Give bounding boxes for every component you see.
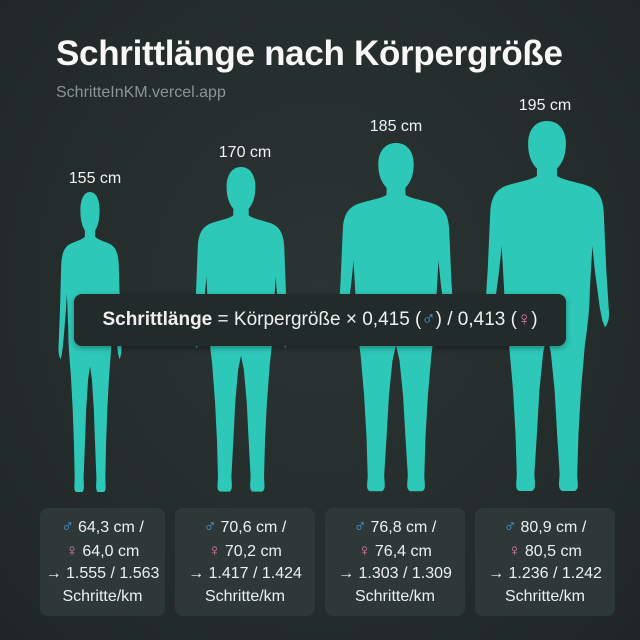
formula-box: Schrittlänge = Körpergröße × 0,415 ( ♂ )… [74, 294, 566, 346]
formula-text: = Körpergröße × 0,415 ( [212, 309, 422, 330]
male-stride: 80,9 cm / [520, 519, 587, 536]
male-stride: 64,3 cm / [77, 519, 144, 536]
page-title: Schrittlänge nach Körpergröße [56, 34, 563, 73]
female-symbol-icon: ♀ [508, 540, 521, 560]
female-stride: 64,0 cm [82, 542, 140, 560]
steps-unit: Schritte/km [62, 587, 143, 605]
height-label-185: 185 cm [369, 118, 423, 135]
male-symbol-icon: ♂ [421, 309, 436, 330]
steps-unit: Schritte/km [354, 587, 435, 605]
formula-end: ) [531, 309, 538, 330]
female-symbol-icon: ♀ [65, 540, 79, 560]
male-stride: 76,8 cm / [370, 519, 437, 536]
female-symbol-icon: ♀ [358, 540, 371, 560]
steps-per-km: → 1.236 / 1.242 [488, 565, 602, 582]
female-stride: 70,2 cm [224, 542, 282, 560]
male-symbol-icon: ♂ [203, 517, 217, 536]
male-symbol-icon: ♂ [503, 517, 517, 536]
stats-card-185: ♂ 76,8 cm / ♀ 76,4 cm → 1.303 / 1.309 Schr… [325, 508, 465, 616]
female-stride: 76,4 cm [374, 542, 432, 560]
stats-card-155: ♂ 64,3 cm / ♀ 64,0 cm → 1.555 / 1.563 Schr… [40, 508, 165, 616]
female-symbol-icon: ♀ [516, 309, 532, 330]
steps-unit: Schritte/km [504, 587, 585, 605]
site-url: SchritteInKM.vercel.app [56, 84, 226, 101]
female-stride: 80,5 cm [524, 542, 582, 560]
height-label-170: 170 cm [218, 144, 272, 161]
steps-per-km: → 1.417 / 1.424 [188, 565, 302, 582]
stats-card-195: ♂ 80,9 cm / ♀ 80,5 cm → 1.236 / 1.242 Schr… [475, 508, 615, 616]
height-label-155: 155 cm [68, 170, 122, 187]
female-symbol-icon: ♀ [208, 540, 221, 560]
male-symbol-icon: ♂ [353, 517, 367, 536]
male-stride: 70,6 cm / [220, 519, 287, 536]
steps-per-km: → 1.303 / 1.309 [338, 565, 452, 582]
formula-label: Schrittlänge [102, 309, 213, 330]
formula-middle: ) / 0,413 ( [435, 309, 517, 330]
steps-unit: Schritte/km [204, 587, 285, 605]
height-label-195: 195 cm [518, 97, 572, 114]
steps-per-km: → 1.555 / 1.563 [45, 565, 160, 582]
stats-card-170: ♂ 70,6 cm / ♀ 70,2 cm → 1.417 / 1.424 Schr… [175, 508, 315, 616]
male-symbol-icon: ♂ [61, 517, 74, 536]
